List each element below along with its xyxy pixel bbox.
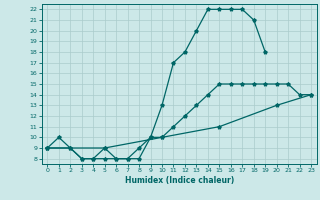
X-axis label: Humidex (Indice chaleur): Humidex (Indice chaleur) (124, 176, 234, 185)
